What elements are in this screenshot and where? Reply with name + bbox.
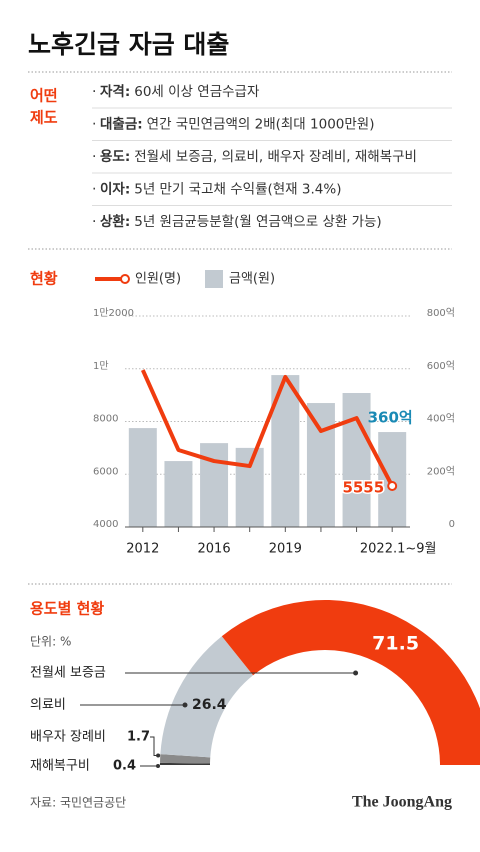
bar [342, 393, 371, 527]
item-key: 자격: [100, 83, 130, 100]
bar [128, 428, 157, 527]
item: 상환: 5년 원금균등분할(월 연금액으로 상환 가능) [100, 213, 382, 230]
value-label: 1.7 [127, 730, 150, 745]
x-tick-label: 2012 [126, 542, 159, 557]
bar [378, 432, 407, 527]
bullet: · [92, 149, 96, 165]
category-label: 전월세 보증금 [30, 666, 106, 681]
y-tick-label: 8000 [93, 414, 118, 425]
donut-segment [221, 600, 480, 765]
item-text: 60세 이상 연금수급자 [134, 84, 260, 100]
x-tick-label: 2016 [198, 542, 231, 557]
legend-swatch [205, 270, 223, 288]
value-label: 0.4 [113, 759, 136, 774]
donut-segment [160, 762, 211, 765]
item: 용도: 전월세 보증금, 의료비, 배우자 장례비, 재해복구비 [100, 149, 417, 165]
y-tick-label: 1만 [93, 360, 109, 372]
y-tick-label: 1만2000 [93, 307, 134, 319]
y2-tick-label: 200억 [427, 465, 455, 477]
y2-tick-label: 800억 [427, 307, 455, 319]
bullet: · [92, 84, 96, 100]
legend-marker [120, 274, 130, 284]
section-label: 제도 [30, 109, 58, 127]
line-value-label: 5555 [342, 478, 384, 496]
value-label: 26.4 [192, 697, 227, 713]
bullet: · [92, 182, 96, 198]
x-tick-label: 2022.1~9월 [360, 542, 437, 557]
y2-tick-label: 600억 [427, 360, 455, 372]
item: 대출금: 연간 국민연금액의 2배(최대 1000만원) [100, 116, 375, 133]
y2-tick-label: 0 [449, 519, 455, 530]
item-text: 연간 국민연금액의 2배(최대 1000만원) [147, 117, 375, 133]
source: 자료: 국민연금공단 [30, 796, 126, 810]
bar [306, 403, 335, 527]
leader-dot [156, 753, 161, 758]
item-key: 상환: [100, 213, 130, 230]
item-text: 5년 만기 국고채 수익률(현재 3.4%) [134, 182, 341, 198]
x-tick-label: 2019 [269, 542, 302, 557]
title: 노후긴급 자금 대출 [28, 30, 229, 59]
leader-dot [156, 764, 161, 768]
item: 자격: 60세 이상 연금수급자 [100, 83, 260, 100]
category-label: 재해복구비 [30, 759, 90, 774]
leader-dot [353, 670, 359, 676]
value-label: 71.5 [372, 632, 419, 654]
item-key: 이자: [100, 181, 130, 198]
item-key: 용도: [100, 149, 130, 165]
legend-label: 금액(원) [229, 272, 275, 287]
donut-segment [160, 754, 211, 764]
leader [150, 736, 159, 756]
y-tick-label: 4000 [93, 519, 118, 530]
y-tick-label: 6000 [93, 466, 118, 477]
bullet: · [92, 117, 96, 133]
item-text: 전월세 보증금, 의료비, 배우자 장례비, 재해복구비 [134, 149, 417, 165]
bar [200, 443, 229, 527]
unit-label: 단위: % [30, 635, 71, 649]
leader-dot [182, 702, 188, 708]
section-label: 어떤 [30, 87, 58, 105]
point [387, 480, 398, 491]
item: 이자: 5년 만기 국고채 수익률(현재 3.4%) [100, 181, 341, 198]
category-label: 배우자 장례비 [30, 730, 106, 745]
item-key: 대출금: [100, 116, 143, 133]
section-label: 용도별 현황 [30, 600, 104, 618]
item-text: 5년 원금균등분할(월 연금액으로 상환 가능) [134, 214, 381, 230]
category-label: 의료비 [30, 698, 66, 713]
bar [164, 461, 193, 527]
legend-label: 인원(명) [135, 272, 181, 287]
donut-segment [160, 636, 254, 758]
bullet: · [92, 214, 96, 230]
bar [235, 447, 264, 527]
section-label: 현황 [30, 270, 58, 288]
brand: The JoongAng [352, 794, 452, 811]
bar-value-label: 360억 [368, 409, 413, 427]
y2-tick-label: 400억 [427, 413, 455, 425]
line [140, 369, 394, 487]
